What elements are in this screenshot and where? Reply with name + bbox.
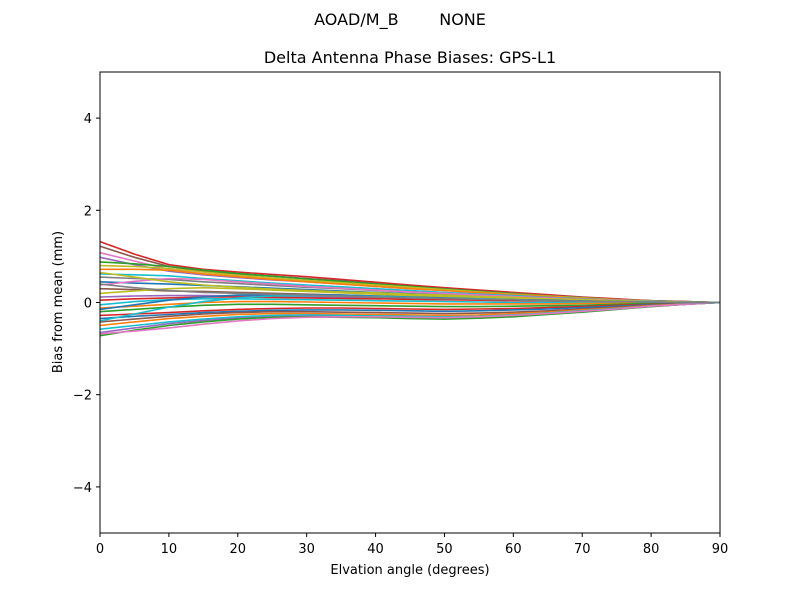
- y-axis-ticks: −4 −2 0 2 4: [73, 112, 100, 496]
- y-tick-label: −4: [73, 481, 92, 496]
- x-tick-label: 50: [436, 542, 453, 557]
- x-tick-label: 0: [96, 542, 104, 557]
- series-line: [99, 301, 721, 317]
- x-tick-label: 30: [298, 542, 315, 557]
- series-line: [99, 297, 720, 306]
- series-line: [99, 301, 721, 313]
- y-tick-label: −2: [73, 389, 92, 404]
- x-tick-label: 80: [643, 542, 660, 557]
- x-tick-label: 70: [574, 542, 591, 557]
- y-tick-label: 0: [84, 297, 92, 312]
- figure-suptitle: AOAD/M_B NONE: [314, 10, 486, 29]
- chart-title: Delta Antenna Phase Biases: GPS-L1: [263, 48, 557, 67]
- series-lines: [99, 240, 721, 337]
- series-line: [99, 301, 721, 323]
- x-tick-label: 40: [367, 542, 384, 557]
- series-line: [99, 300, 720, 309]
- y-tick-label: 4: [84, 112, 92, 127]
- series-line: [99, 301, 721, 320]
- series-line: [99, 283, 720, 304]
- x-tick-label: 90: [712, 542, 729, 557]
- series-line: [99, 301, 721, 335]
- series-line: [99, 271, 721, 304]
- x-axis-label: Elvation angle (degrees): [330, 563, 489, 578]
- y-axis-label: Bias from mean (mm): [51, 231, 66, 373]
- x-tick-label: 20: [230, 542, 247, 557]
- x-tick-label: 60: [505, 542, 522, 557]
- x-tick-label: 10: [161, 542, 178, 557]
- y-tick-label: 2: [84, 204, 92, 219]
- x-axis-ticks: 0 10 20 30 40 50 60 70 80 90: [96, 533, 728, 557]
